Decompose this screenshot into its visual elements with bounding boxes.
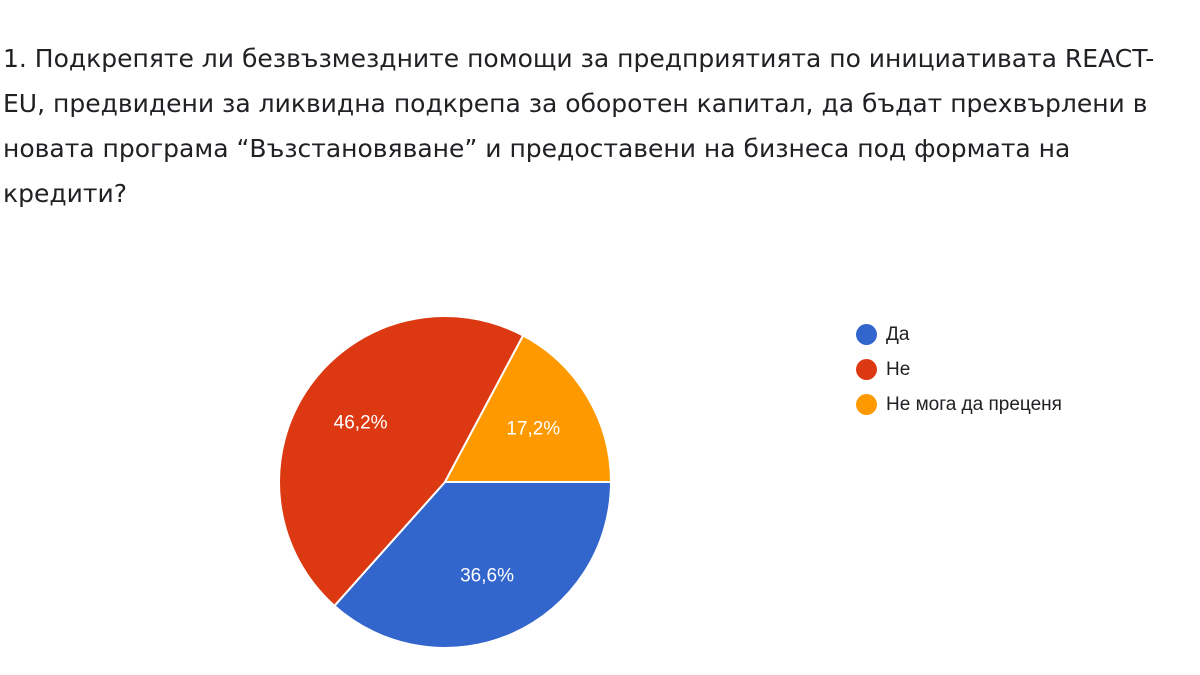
legend-label: Не мога да преценя [886, 393, 1062, 415]
question-line: EU, предвидени за ликвидна подкрепа за о… [3, 89, 1148, 118]
legend-item[interactable]: Да [856, 317, 1062, 352]
legend-swatch [856, 359, 877, 380]
chart-legend: Да Не Не мога да преценя [856, 317, 1062, 422]
slice-percent-label: 17,2% [506, 419, 560, 440]
pie-slice-1[interactable] [278, 315, 525, 608]
slice-percent-label: 46,2% [334, 413, 388, 434]
question-line: кредити? [3, 179, 127, 208]
legend-swatch [856, 324, 877, 345]
slice-percent-label: 36,6% [460, 565, 514, 586]
question-line: новата програма “Възстановяване” и предо… [3, 134, 1071, 163]
legend-item[interactable]: Не [856, 352, 1062, 387]
question-line: 1. Подкрепяте ли безвъзмездните помощи з… [3, 44, 1155, 73]
pie-slice-2[interactable] [443, 334, 613, 483]
pie-slice-0[interactable] [333, 481, 613, 649]
legend-label: Да [886, 323, 910, 345]
legend-label: Не [886, 358, 911, 380]
legend-item[interactable]: Не мога да преценя [856, 387, 1062, 422]
legend-swatch [856, 394, 877, 415]
question-title: 1. Подкрепяте ли безвъзмездните помощи з… [3, 36, 1200, 216]
